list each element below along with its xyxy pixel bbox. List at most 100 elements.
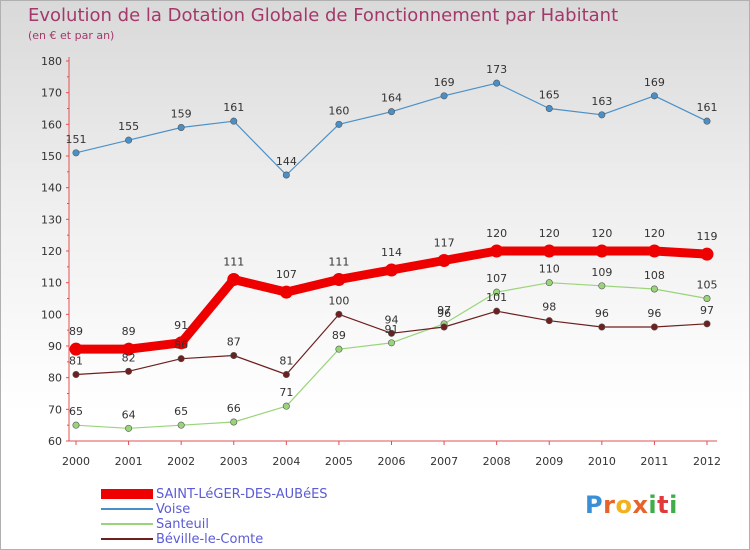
data-point-voise bbox=[125, 136, 133, 144]
data-label-voise: 159 bbox=[171, 108, 192, 121]
legend-label-b-ville-le-comte: Béville-le-Comte bbox=[156, 532, 264, 547]
data-point-b-ville-le-comte bbox=[440, 323, 448, 331]
data-point-santeuil bbox=[387, 339, 395, 347]
data-point-b-ville-le-comte bbox=[387, 329, 395, 337]
data-label-santeuil: 91 bbox=[385, 323, 399, 336]
data-label-santeuil: 89 bbox=[332, 329, 346, 342]
data-point-voise bbox=[545, 105, 553, 113]
data-point-voise bbox=[387, 108, 395, 116]
legend-label-saint-l-ger-des-aub-es: SAINT-LéGER-DES-AUBéES bbox=[156, 487, 328, 502]
data-point-saint-l-ger-des-aub-es bbox=[227, 273, 241, 286]
data-label-voise: 169 bbox=[434, 76, 455, 89]
y-tick-label: 60 bbox=[48, 435, 62, 448]
legend-swatch-saint-l-ger-des-aub-es bbox=[101, 489, 153, 499]
data-point-b-ville-le-comte bbox=[177, 355, 185, 363]
data-point-saint-l-ger-des-aub-es bbox=[279, 285, 293, 299]
data-label-santeuil: 108 bbox=[644, 269, 665, 282]
data-label-b-ville-le-comte: 97 bbox=[700, 304, 714, 317]
data-point-b-ville-le-comte bbox=[125, 367, 133, 375]
data-point-b-ville-le-comte bbox=[703, 320, 711, 328]
x-tick-label: 2011 bbox=[640, 455, 668, 468]
data-point-voise bbox=[598, 111, 606, 119]
data-label-saint-l-ger-des-aub-es: 117 bbox=[434, 237, 455, 250]
y-tick-label: 110 bbox=[41, 277, 62, 290]
data-point-santeuil bbox=[282, 402, 290, 410]
data-label-voise: 161 bbox=[697, 101, 718, 114]
data-point-saint-l-ger-des-aub-es bbox=[542, 244, 556, 258]
logo-letter: i bbox=[669, 491, 678, 519]
data-point-b-ville-le-comte bbox=[598, 323, 606, 331]
data-point-saint-l-ger-des-aub-es bbox=[385, 263, 398, 277]
y-tick-label: 120 bbox=[41, 245, 62, 258]
data-point-b-ville-le-comte bbox=[493, 307, 501, 315]
y-tick-label: 160 bbox=[41, 118, 62, 131]
x-tick-label: 2004 bbox=[272, 455, 300, 468]
data-label-saint-l-ger-des-aub-es: 111 bbox=[223, 256, 244, 269]
data-point-santeuil bbox=[703, 294, 711, 302]
data-point-b-ville-le-comte bbox=[545, 317, 553, 325]
data-label-b-ville-le-comte: 81 bbox=[69, 355, 83, 368]
data-label-voise: 164 bbox=[381, 92, 402, 105]
data-point-b-ville-le-comte bbox=[282, 370, 290, 378]
data-point-b-ville-le-comte bbox=[650, 323, 658, 331]
data-label-santeuil: 64 bbox=[122, 408, 136, 421]
data-label-b-ville-le-comte: 100 bbox=[328, 294, 349, 307]
x-tick-label: 2001 bbox=[115, 455, 143, 468]
y-tick-label: 70 bbox=[48, 403, 62, 416]
logo-letter: o bbox=[615, 491, 633, 519]
data-label-santeuil: 66 bbox=[227, 402, 241, 415]
logo-letter: t bbox=[657, 491, 670, 519]
logo-letter: P bbox=[585, 491, 604, 519]
x-tick-label: 2005 bbox=[325, 455, 353, 468]
legend-swatch-santeuil bbox=[101, 523, 153, 525]
data-point-voise bbox=[230, 117, 238, 125]
data-point-voise bbox=[335, 120, 343, 128]
logo-letter: i bbox=[648, 491, 658, 519]
data-point-santeuil bbox=[650, 285, 658, 293]
data-label-voise: 169 bbox=[644, 76, 665, 89]
data-point-voise bbox=[282, 171, 290, 179]
data-label-voise: 160 bbox=[328, 104, 349, 117]
data-label-santeuil: 65 bbox=[174, 405, 188, 418]
data-label-voise: 163 bbox=[591, 95, 612, 108]
data-point-saint-l-ger-des-aub-es bbox=[437, 254, 451, 267]
chart-title: Evolution de la Dotation Globale de Fonc… bbox=[28, 5, 619, 26]
data-point-voise bbox=[440, 92, 448, 100]
x-tick-label: 2002 bbox=[167, 455, 195, 468]
data-point-saint-l-ger-des-aub-es bbox=[122, 342, 136, 356]
data-point-santeuil bbox=[545, 279, 553, 287]
data-label-saint-l-ger-des-aub-es: 120 bbox=[486, 227, 507, 240]
data-point-saint-l-ger-des-aub-es bbox=[69, 342, 83, 356]
data-label-saint-l-ger-des-aub-es: 120 bbox=[539, 227, 560, 240]
data-label-b-ville-le-comte: 101 bbox=[486, 291, 507, 304]
data-point-b-ville-le-comte bbox=[230, 351, 238, 359]
data-point-saint-l-ger-des-aub-es bbox=[332, 273, 346, 286]
x-tick-label: 2000 bbox=[62, 455, 90, 468]
y-tick-label: 170 bbox=[41, 87, 62, 100]
x-tick-label: 2009 bbox=[535, 455, 563, 468]
data-label-saint-l-ger-des-aub-es: 120 bbox=[591, 227, 612, 240]
data-label-santeuil: 110 bbox=[539, 263, 560, 276]
data-point-voise bbox=[650, 92, 658, 100]
data-label-b-ville-le-comte: 87 bbox=[227, 336, 241, 349]
data-point-voise bbox=[493, 79, 501, 87]
legend-label-voise: Voise bbox=[156, 502, 191, 517]
data-point-saint-l-ger-des-aub-es bbox=[595, 244, 609, 258]
proxiti-logo: Proxiti bbox=[585, 491, 678, 519]
legend-swatch-b-ville-le-comte bbox=[101, 538, 153, 540]
data-label-voise: 173 bbox=[486, 63, 507, 76]
data-point-saint-l-ger-des-aub-es bbox=[490, 244, 504, 258]
data-label-saint-l-ger-des-aub-es: 114 bbox=[381, 246, 402, 259]
data-label-b-ville-le-comte: 96 bbox=[647, 307, 661, 320]
data-point-santeuil bbox=[335, 345, 343, 353]
x-tick-label: 2012 bbox=[693, 455, 721, 468]
data-label-santeuil: 71 bbox=[279, 386, 293, 399]
chart-subtitle: (en € et par an) bbox=[28, 29, 115, 42]
data-label-b-ville-le-comte: 82 bbox=[122, 351, 136, 364]
data-point-b-ville-le-comte bbox=[72, 370, 80, 378]
data-label-saint-l-ger-des-aub-es: 119 bbox=[697, 230, 718, 243]
data-point-santeuil bbox=[230, 418, 238, 426]
data-point-saint-l-ger-des-aub-es bbox=[647, 244, 661, 258]
